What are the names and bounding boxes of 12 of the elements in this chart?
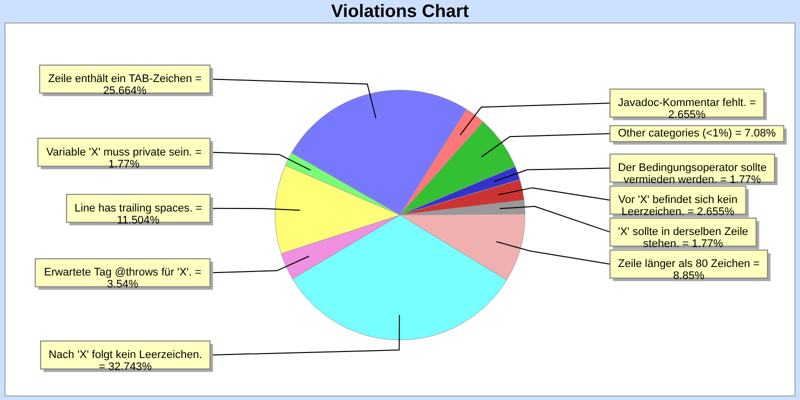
slice-label: Vor 'X' befindet sich kein Leerzeichen. = 2.655% — [618, 194, 738, 218]
slice-label: Other categories (<1%) = 7.08% — [618, 128, 776, 140]
chart-title: Violations Chart — [331, 1, 469, 21]
slice-label: Nach 'X' folgt kein Leerzeichen. = 32.743% — [48, 349, 202, 373]
slice-label: Javadoc-Kommentar fehlt. = 2.655% — [618, 97, 756, 122]
slice-label: Zeile enthält ein TAB-Zeichen = 25.664% — [48, 73, 202, 98]
slice-label: Der Bedingungsoperator sollte vermieden werden. = 1.77% — [618, 162, 767, 186]
slice-label: Zeile länger als 80 Zeichen = 8.85% — [618, 258, 760, 282]
slice-label: Line has trailing spaces. = 11.504% — [74, 202, 202, 226]
slice-label: Variable 'X' muss private sein. = 1.77% — [46, 146, 202, 170]
slice-label: 'X' sollte in derselben Zeile stehen. = 1.77% — [618, 226, 748, 250]
slice-label: Erwartete Tag @throws für 'X'. = 3.54% — [44, 266, 202, 291]
